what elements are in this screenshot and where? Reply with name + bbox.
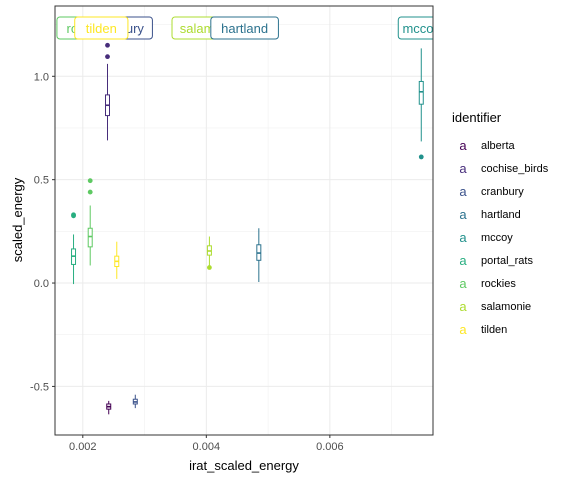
axes: 0.002 0.004 0.006 -0.5 0.0 0.5 1.0 [30,71,344,453]
boxplot-portal_rats [71,212,77,285]
legend-label: hartland [481,209,521,221]
box-label-text: tilden [86,21,117,36]
legend-entry-tilden: a tilden [459,322,507,337]
y-axis-title: scaled_energy [10,177,25,262]
legend-label: cochise_birds [481,163,549,175]
legend-key: a [459,230,467,245]
outlier-point [418,154,424,160]
y-tick-label: 0.5 [34,175,49,187]
x-tick-label: 0.006 [316,441,344,453]
box-label-frame [210,16,279,40]
legend-entry-portal_rats: a portal_rats [459,253,533,268]
legend-key: a [459,207,467,222]
legend-key: a [459,322,467,337]
legend-label: salamonie [481,301,531,313]
legend-entry-rockies: a rockies [459,276,516,291]
box-label-mccoy: mccoy [397,16,440,40]
outlier-point [71,213,76,219]
y-tick-label: -0.5 [30,381,49,393]
x-axis-title: irat_scaled_energy [189,458,299,473]
legend-key: a [459,184,467,199]
plot-panel [55,6,433,435]
legend-label: portal_rats [481,255,533,267]
outlier-point [105,42,110,48]
panel-border [54,5,434,436]
legend-label: alberta [481,140,516,152]
box-label-hartland: hartland [210,16,279,40]
grid [55,6,433,435]
boxplot-alberta [106,400,112,415]
x-tick-label: 0.002 [69,441,97,453]
box-label-frame [74,16,129,40]
chart-marks: rrockiescranburytildensalamoniehartlandm… [37,16,440,415]
boxplot-hartland [256,228,262,283]
legend-entry-hartland: a hartland [459,207,520,222]
legend-label: tilden [481,324,507,336]
legend-entry-salamonie: a salamonie [459,299,531,314]
box-label-frame [397,16,433,40]
legend-title: identifier [452,110,502,125]
box-label-frame [37,17,54,39]
boxplot-salamonie [206,236,212,270]
legend-label: rockies [481,278,516,290]
box-label-text: r [44,21,49,36]
legend-entry-mccoy: a mccoy [459,230,513,245]
x-tick-label: 0.004 [193,441,221,453]
legend-key: a [459,253,467,268]
boxplot-cochise_birds [105,42,110,141]
outlier-point [207,265,212,270]
box-label-r: r [37,17,54,39]
boxplot-mccoy [418,48,424,160]
boxplot-rockies [87,178,93,266]
legend-key: a [459,276,467,291]
legend-key: a [459,299,467,314]
legend-label: mccoy [481,232,513,244]
boxplot-tilden [114,241,120,279]
legend-entry-cochise_birds: a cochise_birds [459,161,548,176]
box-label-text: mccoy [402,21,440,36]
outlier-point [87,189,93,195]
outlier-point [105,54,110,60]
outlier-point [87,178,93,184]
legend-key: a [459,138,467,153]
box-label-text: hartland [221,21,268,36]
legend-key: a [459,161,467,176]
box [418,80,424,105]
legend-entry-alberta: a alberta [459,138,515,153]
legend-entry-cranbury: a cranbury [459,184,524,199]
y-tick-label: 0.0 [34,278,49,290]
legend-label: cranbury [481,186,524,198]
y-tick-label: 1.0 [34,71,49,83]
box-label-tilden: tilden [74,16,129,40]
box [87,227,93,248]
boxplot-cranbury [132,394,138,409]
